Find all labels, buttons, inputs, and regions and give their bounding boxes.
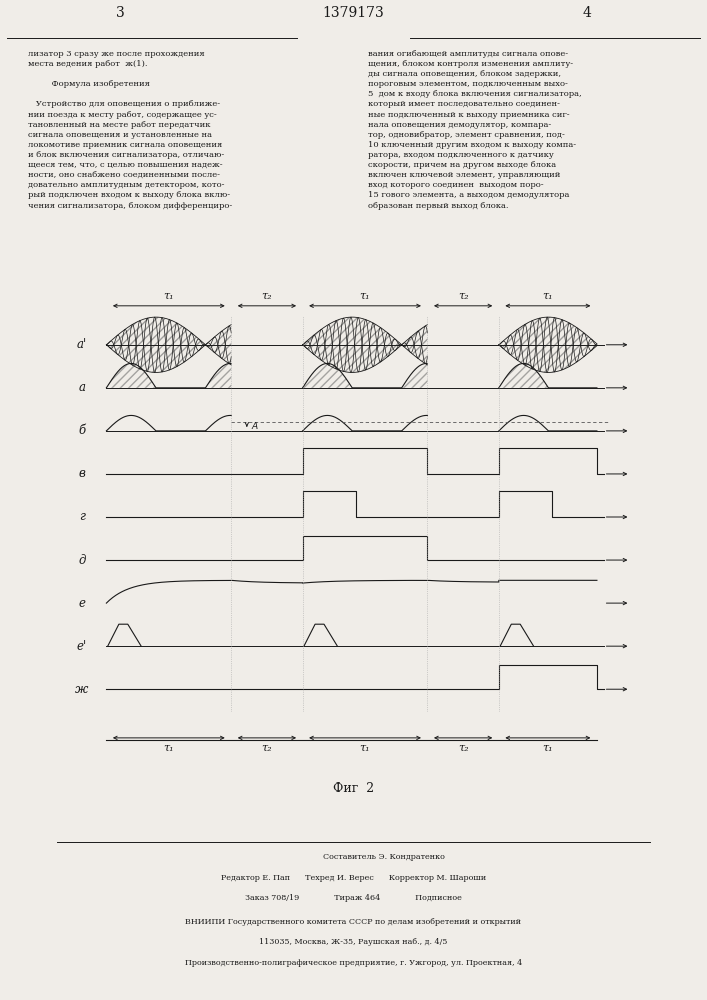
- Text: ВНИИПИ Государственного комитета СССР по делам изобретений и открытий: ВНИИПИ Государственного комитета СССР по…: [185, 918, 522, 926]
- Text: a': a': [77, 338, 87, 351]
- Text: лизатор 3 сразу же после прохождения
места ведения работ  ж(1).

         Формул: лизатор 3 сразу же после прохождения мес…: [28, 50, 233, 210]
- Text: вания огибающей амплитуды сигнала опове-
щения, блоком контроля изменения амплит: вания огибающей амплитуды сигнала опове-…: [368, 50, 581, 210]
- Text: τ₁: τ₁: [163, 291, 174, 301]
- Text: е: е: [78, 597, 86, 610]
- Text: a: a: [78, 381, 86, 394]
- Text: τ₁: τ₁: [360, 743, 370, 753]
- Text: Фиг  2: Фиг 2: [333, 782, 374, 795]
- Text: Составитель Э. Кондратенко: Составитель Э. Кондратенко: [262, 853, 445, 861]
- Text: 113035, Москва, Ж-35, Раушская наб., д. 4/5: 113035, Москва, Ж-35, Раушская наб., д. …: [259, 938, 448, 946]
- Text: τ₁: τ₁: [542, 743, 553, 753]
- Text: Заказ 708/19              Тираж 464              Подписное: Заказ 708/19 Тираж 464 Подписное: [245, 894, 462, 902]
- Text: е': е': [77, 640, 87, 653]
- Text: 4: 4: [583, 6, 591, 20]
- Text: г: г: [79, 510, 85, 524]
- Text: Редактор Е. Пап      Техред И. Верес      Корректор М. Шароши: Редактор Е. Пап Техред И. Верес Корректо…: [221, 874, 486, 882]
- Text: τ₂: τ₂: [458, 291, 469, 301]
- Text: д: д: [78, 554, 86, 567]
- Text: τ₂: τ₂: [262, 743, 272, 753]
- Text: 3: 3: [116, 6, 124, 20]
- Text: б: б: [78, 424, 86, 437]
- Text: в: в: [78, 467, 86, 480]
- Text: τ₁: τ₁: [360, 291, 370, 301]
- Text: τ₂: τ₂: [458, 743, 469, 753]
- Text: τ₁: τ₁: [163, 743, 174, 753]
- Text: A: A: [251, 422, 257, 431]
- Text: Производственно-полиграфическое предприятие, г. Ужгород, ул. Проектная, 4: Производственно-полиграфическое предприя…: [185, 959, 522, 967]
- Text: τ₁: τ₁: [542, 291, 553, 301]
- Text: 1379173: 1379173: [322, 6, 385, 20]
- Text: τ₂: τ₂: [262, 291, 272, 301]
- Text: ж: ж: [75, 683, 88, 696]
